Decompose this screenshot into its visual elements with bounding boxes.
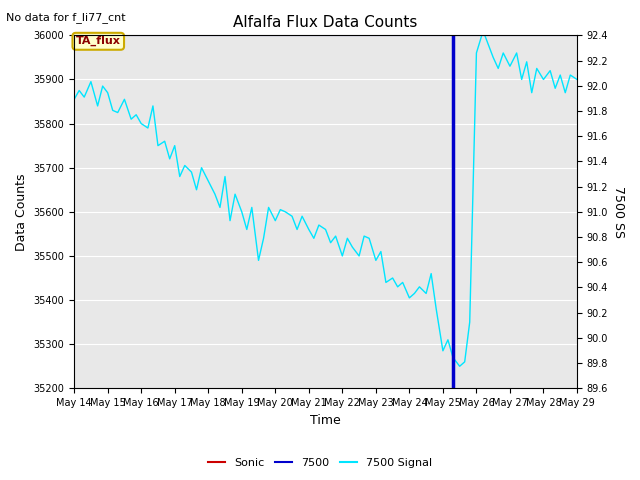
- Legend: Sonic, 7500, 7500 Signal: Sonic, 7500, 7500 Signal: [204, 453, 436, 472]
- Y-axis label: Data Counts: Data Counts: [15, 173, 28, 251]
- Y-axis label: 7500 SS: 7500 SS: [612, 186, 625, 238]
- Title: Alfalfa Flux Data Counts: Alfalfa Flux Data Counts: [234, 15, 418, 30]
- Text: No data for f_li77_cnt: No data for f_li77_cnt: [6, 12, 126, 23]
- X-axis label: Time: Time: [310, 414, 341, 427]
- Text: TA_flux: TA_flux: [76, 36, 121, 47]
